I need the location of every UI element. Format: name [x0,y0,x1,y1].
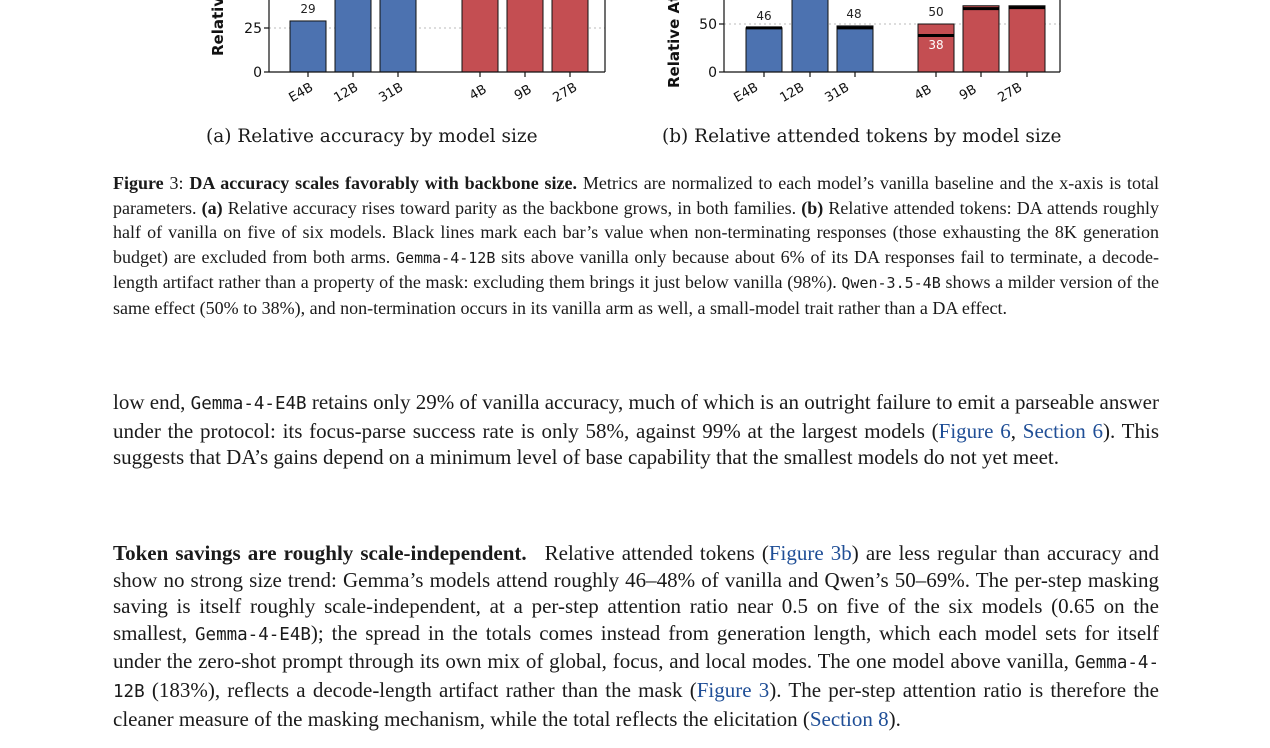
chart-b-xtick-9b: 9B [957,82,979,104]
caption-number: 3: [169,173,184,193]
chart-b-xtick-12b: 12B [777,80,807,106]
caption-tag-a: (a) [201,197,223,218]
para-text: low end, [113,390,191,414]
chart-a-xtick-e4b: E4B [286,80,316,106]
caption-title: DA accuracy scales favorably with backbo… [189,173,578,193]
para-text: Relative attended tokens ( [544,541,769,565]
chart-b-bar-27b [1008,5,1046,73]
chart-a-bar-4b [461,0,499,73]
chart-a-xtick-31b: 31B [376,80,406,106]
para-text: ). This suggests that DA’s gains depend … [113,418,1160,470]
para-text: ) are less regular than accuracy and sho… [113,541,1159,645]
caption-code: Gemma-4-12B [396,248,496,267]
chart-b-relative-attended-tokens: Relative Att 50 0 46 48 50 38 E4B 12B 31… [665,0,1061,106]
caption-tag-b: (b) [801,197,824,218]
subcaption-a: (a) Relative accuracy by model size [206,126,538,147]
chart-a-bar-27b [551,0,589,73]
link-figure-3b[interactable]: Figure 3b [768,541,852,565]
chart-b-bar-31b [836,25,874,73]
chart-a-xtick-12b: 12B [331,80,361,106]
chart-a-ytick-0: 0 [253,65,262,81]
para-text: , [1010,418,1023,443]
subcaption-b: (b) Relative attended tokens by model si… [662,126,1062,147]
link-figure-3[interactable]: Figure 3 [696,677,770,702]
chart-b-bar-e4b [745,27,783,73]
chart-b-data-label-e4b: 46 [756,9,771,23]
body-paragraph-1: low end, Gemma-4-E4B retains only 29% of… [113,389,1159,471]
chart-b-data-label-4b: 50 [928,5,943,19]
caption-code: Qwen-3.5-4B [841,274,941,292]
chart-a-relative-accuracy: Relative 25 0 29 E4B 12B 31B 4B 9B 27B [209,0,606,106]
chart-a-data-label-e4b: 29 [300,2,315,16]
link-section-6[interactable]: Section 6 [1022,418,1104,443]
chart-a-bar-9b [506,0,544,73]
chart-a-ytick-25: 25 [244,21,262,37]
caption-text: Relative attended tokens: DA attends rou… [113,197,1159,267]
caption-label: Figure [113,173,164,193]
para-code: Gemma-4-E4B [195,624,311,645]
chart-a-bar-31b [379,0,417,73]
chart-b-ytick-0: 0 [708,65,717,81]
chart-b-bar-12b [791,0,829,73]
link-figure-6[interactable]: Figure 6 [938,418,1011,443]
figure-caption: Figure 3: DA accuracy scales favorably w… [113,171,1159,320]
caption-text: Metrics are normalized to each model’s v… [113,173,1160,218]
chart-a-xtick-9b: 9B [512,82,534,104]
chart-a-bar-12b [334,0,372,73]
para-text: retains only 29% of vanilla accuracy, mu… [113,390,1159,443]
chart-b-xtick-31b: 31B [822,80,852,106]
chart-b-ytick-50: 50 [699,17,717,33]
caption-text: shows a milder version of the same effec… [113,272,1159,318]
chart-a-xtick-4b: 4B [467,82,489,104]
chart-b-xtick-e4b: E4B [731,80,761,106]
para-code: Gemma-4-E4B [190,394,307,414]
caption-text: sits above vanilla only because about 6%… [113,246,1159,293]
caption-text: Relative accuracy rises toward parity as… [222,197,802,218]
chart-a-xtick-27b: 27B [550,80,580,106]
chart-b-excluded-label-4b: 38 [928,38,943,52]
para-text: ). [888,706,901,731]
chart-b-bar-9b [962,5,1000,73]
chart-b-data-label-31b: 48 [846,7,861,21]
para-text: ). The per-step attention ratio is there… [113,677,1159,731]
link-section-8[interactable]: Section 8 [809,706,889,731]
chart-b-xtick-4b: 4B [912,82,934,104]
para-text: (183%), reflects a decode-length artifac… [144,677,697,702]
para-code: Gemma-4-12B [113,653,1159,702]
chart-a-bar-e4b [289,20,327,73]
para-text: ); the spread in the totals comes instea… [113,620,1159,674]
body-paragraph-2: Token savings are roughly scale-independ… [113,540,1159,732]
paragraph-heading: Token savings are roughly scale-independ… [113,541,527,565]
chart-b-ylabel: Relative Att [665,0,683,88]
chart-a-ylabel: Relative [209,0,227,56]
chart-b-bar-4b [917,23,955,73]
chart-b-xtick-27b: 27B [995,80,1025,106]
